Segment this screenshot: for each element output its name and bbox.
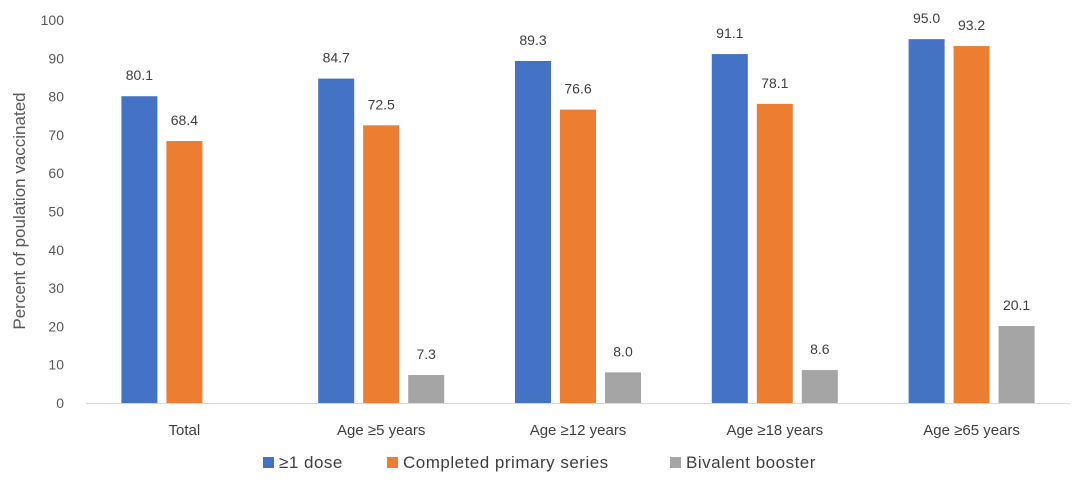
y-tick-label: 60 [48, 165, 64, 181]
y-tick-label: 50 [48, 204, 64, 220]
bar-value-label: 8.6 [810, 341, 830, 357]
legend-swatch [387, 457, 398, 468]
x-category-label: Age ≥12 years [530, 422, 627, 439]
legend-label: ≥1 dose [279, 453, 343, 472]
bar-value-label: 78.1 [761, 75, 788, 91]
bar-completed-primary-series-3 [756, 103, 793, 403]
bar-1-dose-2 [515, 60, 551, 404]
bar-value-label: 89.3 [519, 32, 546, 48]
legend-swatch [263, 457, 274, 468]
bars [121, 39, 1035, 404]
legend: ≥1 dose Completed primary series Bivalent … [263, 453, 816, 472]
y-tick-label: 0 [56, 395, 64, 411]
x-axis-categories: Total Age ≥5 years Age ≥12 years Age ≥18 ye… [169, 422, 1020, 439]
y-tick-label: 40 [48, 242, 64, 258]
y-tick-label: 30 [48, 280, 64, 296]
y-tick-label: 90 [48, 50, 64, 66]
legend-label: Bivalent booster [686, 453, 816, 472]
bar-1-dose-0 [121, 96, 158, 403]
bar-1-dose-3 [711, 54, 748, 403]
x-category-label: Total [169, 422, 201, 439]
bar-bivalent-booster-1 [408, 375, 445, 403]
bar-value-label: 7.3 [416, 346, 436, 362]
legend-swatch [670, 457, 681, 468]
y-tick-label: 70 [48, 127, 64, 143]
x-category-label: Age ≥65 years [923, 422, 1020, 439]
bar-value-label: 84.7 [323, 50, 350, 66]
bar-bivalent-booster-4 [998, 326, 1035, 403]
bar-bivalent-booster-3 [801, 370, 838, 403]
y-axis-ticks: 0 10 20 30 40 50 60 70 80 90 100 [41, 12, 65, 411]
y-tick-label: 20 [48, 318, 64, 334]
bar-completed-primary-series-0 [166, 141, 203, 403]
bar-value-label: 72.5 [368, 96, 395, 112]
bar-value-label: 80.1 [126, 67, 153, 83]
bar-value-label: 8.0 [613, 343, 633, 359]
bar-value-label: 76.6 [564, 81, 591, 97]
bar-bivalent-booster-2 [605, 372, 641, 403]
legend-label: Completed primary series [403, 453, 609, 472]
bar-value-label: 68.4 [171, 112, 198, 128]
bar-completed-primary-series-1 [363, 125, 400, 403]
bar-value-label: 91.1 [716, 25, 743, 41]
bar-1-dose-1 [318, 78, 355, 403]
x-category-label: Age ≥5 years [337, 422, 425, 439]
x-category-label: Age ≥18 years [726, 422, 823, 439]
bar-1-dose-4 [908, 39, 945, 404]
bar-completed-primary-series-2 [560, 109, 596, 403]
y-tick-label: 80 [48, 89, 64, 105]
y-tick-label: 10 [48, 357, 64, 373]
value-labels: 80.1 68.4 84.7 72.5 7.3 89.3 76.6 8.0 91.1 78.1 8.… [126, 10, 1031, 362]
bar-value-label: 93.2 [958, 17, 985, 33]
y-axis-title: Percent of poulation vaccinated [10, 92, 29, 329]
bar-value-label: 20.1 [1003, 297, 1030, 313]
y-tick-label: 100 [41, 12, 65, 28]
bar-completed-primary-series-4 [953, 46, 990, 403]
bar-value-label: 95.0 [913, 10, 940, 26]
